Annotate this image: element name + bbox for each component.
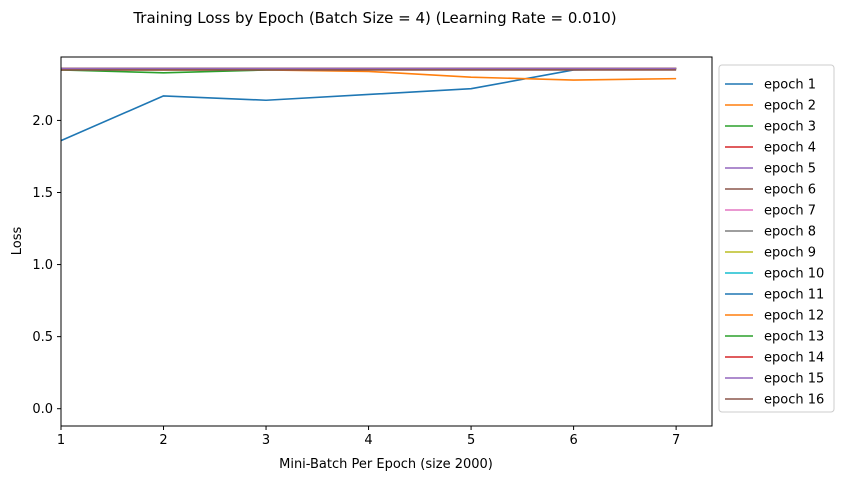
legend-label: epoch 2 [764,99,816,114]
y-tick-label: 2.0 [32,114,53,129]
legend-label: epoch 4 [764,141,816,156]
legend-label: epoch 3 [764,120,816,135]
y-axis-ticks: 0.0 0.5 1.0 1.5 2.0 [32,114,61,417]
x-tick-label: 6 [569,433,577,448]
y-tick-label: 1.0 [32,258,53,273]
chart-title: Training Loss by Epoch (Batch Size = 4) … [132,9,616,27]
y-tick-label: 0.5 [32,330,53,345]
x-tick-label: 3 [262,433,270,448]
legend-label: epoch 13 [764,330,824,345]
legend-label: epoch 15 [764,372,824,387]
legend-items: epoch 1 epoch 2 epoch 3 epoch 4 epoch 5 epoch… [725,78,824,408]
legend-label: epoch 12 [764,309,824,324]
legend-label: epoch 14 [764,351,824,366]
x-tick-label: 2 [159,433,167,448]
legend-label: epoch 6 [764,183,816,198]
legend-label: epoch 7 [764,204,816,219]
legend-box [718,64,835,413]
x-tick-label: 7 [672,433,680,448]
y-tick-label: 1.5 [32,186,53,201]
legend-label: epoch 1 [764,78,816,93]
x-tick-label: 5 [467,433,475,448]
plot-lines [60,67,677,142]
x-axis-label: Mini-Batch Per Epoch (size 2000) [279,457,493,472]
x-tick-label: 1 [57,433,65,448]
legend: epoch 1 epoch 2 epoch 3 epoch 4 epoch 5 epoch… [718,64,835,413]
legend-label: epoch 10 [764,267,824,282]
legend-label: epoch 5 [764,162,816,177]
y-axis-label: Loss [10,227,25,256]
legend-label: epoch 11 [764,288,824,303]
x-tick-label: 4 [364,433,372,448]
x-axis-ticks: 1 2 3 4 5 6 7 [57,426,680,448]
plot-frame [60,56,713,427]
legend-label: epoch 16 [764,393,824,408]
legend-label: epoch 9 [764,246,816,261]
y-tick-label: 0.0 [32,402,53,417]
legend-label: epoch 8 [764,225,816,240]
